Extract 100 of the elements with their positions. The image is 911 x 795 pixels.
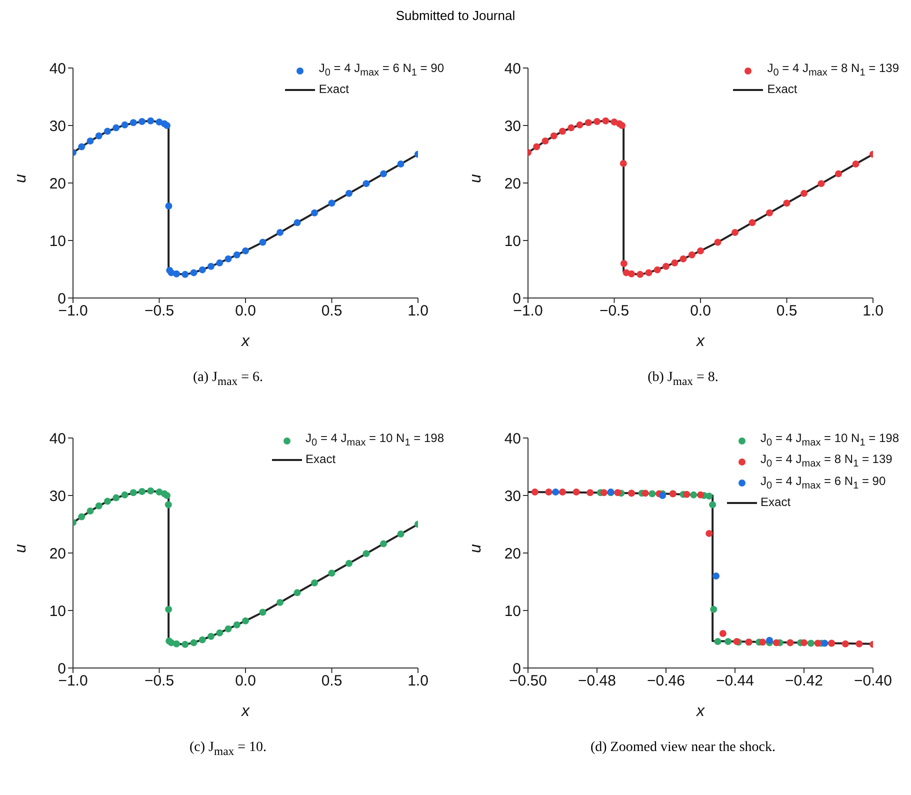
y-tick-label: 20: [49, 545, 66, 562]
legend-label: Exact: [306, 451, 336, 468]
x-tick-label: −0.42: [785, 672, 823, 690]
point: [766, 209, 773, 216]
point: [628, 270, 635, 278]
point: [748, 219, 756, 226]
legend-label: J$_{0}$ = 4 J$_{max}$ = 10 N$_{1}$ = 198: [306, 430, 444, 450]
point: [550, 132, 558, 140]
x-tick-label: 0.5: [776, 302, 798, 320]
point: [680, 255, 687, 262]
point: [671, 259, 678, 266]
point: [645, 269, 652, 276]
point: [112, 124, 120, 132]
point: [636, 270, 644, 278]
x-tick-label: 1.0: [862, 302, 884, 320]
point: [690, 491, 698, 498]
y-tick-label: 40: [504, 430, 521, 448]
point: [648, 490, 656, 498]
x-tick-label: −0.5: [599, 302, 630, 320]
point: [190, 269, 198, 276]
point: [602, 117, 610, 124]
point: [173, 640, 180, 648]
x-tick-label: 1.0: [408, 672, 428, 690]
text: (d) Zoomed view near the shock.: [589, 740, 777, 756]
point: [380, 540, 387, 548]
text: Submitted to Journal: [394, 8, 516, 23]
point: [208, 632, 214, 640]
point: [294, 219, 301, 226]
text: (a) J$_{max}$ = 6.: [192, 370, 264, 388]
point: [800, 639, 808, 646]
point: [86, 508, 94, 515]
point: [311, 209, 318, 216]
point: [95, 502, 102, 510]
point: [233, 621, 240, 628]
point: [224, 255, 232, 262]
point: [568, 124, 575, 132]
point: [311, 579, 318, 586]
point: [380, 170, 387, 178]
point: [346, 560, 352, 567]
point: [852, 160, 860, 168]
point: [138, 118, 146, 125]
x-tick-label: −0.5: [144, 302, 174, 320]
point: [683, 490, 690, 498]
point: [233, 251, 240, 258]
x-tick-label: −0.50: [509, 672, 547, 690]
point: [173, 270, 180, 278]
point: [586, 489, 594, 496]
point: [654, 266, 661, 274]
text: (b) J$_{max}$ = 8.: [646, 370, 720, 388]
point: [709, 501, 716, 508]
point: [594, 118, 600, 125]
point: [620, 160, 627, 167]
point: [710, 606, 718, 613]
legend-label: J$_{0}$ = 4 J$_{max}$ = 8 N$_{1}$ = 139: [767, 60, 899, 80]
point: [147, 487, 154, 494]
x-axis-title: x: [240, 333, 250, 350]
point: [104, 498, 111, 505]
x-axis-title: x: [696, 333, 706, 350]
point: [121, 121, 128, 128]
point: [835, 170, 842, 178]
point: [714, 638, 722, 646]
point: [842, 640, 849, 648]
point: [642, 490, 649, 497]
point: [772, 639, 780, 646]
x-tick-label: −0.40: [854, 672, 892, 690]
point: [572, 488, 580, 496]
x-tick-label: 0.5: [321, 672, 342, 690]
point: [766, 636, 773, 644]
point: [165, 202, 172, 210]
point: [559, 128, 566, 135]
point: [182, 640, 189, 648]
point: [328, 200, 336, 207]
y-tick-label: 10: [504, 602, 521, 620]
point: [618, 122, 626, 129]
y-tick-label: 40: [49, 60, 66, 78]
point: [706, 530, 713, 537]
y-tick-label: 10: [49, 232, 66, 250]
point: [662, 262, 670, 270]
point: [724, 638, 732, 646]
point: [783, 200, 790, 207]
point: [86, 138, 94, 145]
legend-label: J$_{0}$ = 4 J$_{max}$ = 6 N$_{1}$ = 90: [318, 60, 444, 80]
point: [706, 492, 713, 500]
point: [814, 640, 822, 647]
point: [533, 143, 540, 150]
point: [328, 570, 336, 577]
point: [198, 636, 206, 644]
point: [216, 629, 224, 636]
point: [78, 513, 86, 520]
point: [584, 119, 592, 126]
point: [130, 119, 137, 126]
legend-label: Exact: [767, 81, 798, 98]
x-tick-label: 1.0: [408, 302, 428, 320]
point: [130, 489, 137, 496]
y-tick-label: 20: [504, 175, 521, 192]
point: [362, 180, 370, 188]
y-tick-label: 40: [49, 430, 66, 448]
point: [688, 251, 696, 258]
point: [397, 160, 404, 168]
x-tick-label: −0.5: [144, 672, 174, 690]
